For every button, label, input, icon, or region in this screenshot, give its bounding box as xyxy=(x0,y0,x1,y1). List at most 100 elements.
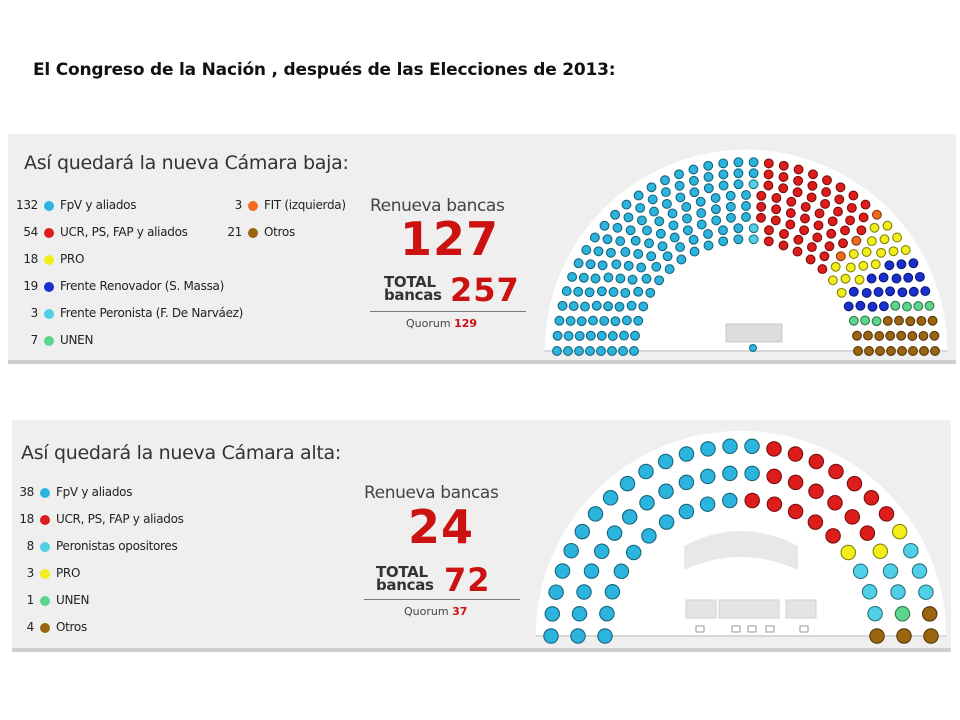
seat xyxy=(902,301,912,312)
seat xyxy=(766,468,782,485)
seat xyxy=(756,190,767,201)
seat xyxy=(651,261,662,272)
seat xyxy=(845,262,856,273)
seat xyxy=(858,260,869,271)
seat xyxy=(576,584,592,600)
seat xyxy=(584,287,595,298)
legend-label: FIT (izquierda) xyxy=(264,198,346,212)
seat xyxy=(764,225,774,236)
legend-dot xyxy=(40,515,50,525)
legend-dot xyxy=(40,542,50,552)
seat xyxy=(924,300,935,311)
seat xyxy=(756,212,766,223)
seat xyxy=(905,316,916,327)
legend-dot xyxy=(40,623,50,633)
seat xyxy=(894,315,904,326)
seat xyxy=(813,220,824,231)
total-value: 257 xyxy=(450,271,520,309)
seat xyxy=(748,223,759,234)
seat xyxy=(554,563,571,579)
seat xyxy=(621,315,632,326)
seat xyxy=(563,346,573,356)
seat xyxy=(603,272,614,283)
seat xyxy=(807,180,818,191)
seat xyxy=(591,300,602,311)
seat xyxy=(856,225,867,236)
seat xyxy=(854,274,865,285)
seat xyxy=(657,453,674,470)
seat xyxy=(923,628,939,644)
seat xyxy=(891,273,902,284)
legend-dot xyxy=(40,596,50,606)
seat xyxy=(840,544,857,561)
seat xyxy=(896,259,907,270)
seat xyxy=(821,187,832,198)
seat xyxy=(658,514,675,530)
seat xyxy=(766,496,783,512)
seat xyxy=(711,215,722,226)
seat xyxy=(655,228,666,239)
chair-icon xyxy=(747,625,757,633)
seat xyxy=(843,301,854,312)
seat xyxy=(733,223,744,234)
seat xyxy=(710,193,721,203)
upper-chamber-hemicycle xyxy=(536,430,946,644)
seat xyxy=(858,212,869,223)
seat xyxy=(771,204,782,215)
seat xyxy=(573,286,584,297)
legend-label: Frente Peronista (F. De Narváez) xyxy=(60,306,244,320)
seat xyxy=(585,259,596,270)
seat xyxy=(870,259,881,270)
seat xyxy=(861,247,872,257)
seat xyxy=(615,273,626,284)
seat xyxy=(885,286,896,297)
seat xyxy=(696,219,707,230)
presidency-desk xyxy=(725,323,783,343)
seat xyxy=(896,628,912,644)
seat xyxy=(571,606,588,622)
seat xyxy=(855,300,866,311)
seat xyxy=(882,315,893,326)
seat xyxy=(597,260,608,271)
seat xyxy=(824,241,835,252)
seat xyxy=(621,509,638,525)
seat xyxy=(676,254,687,265)
total-value: 72 xyxy=(444,561,491,599)
seat xyxy=(725,190,736,201)
total-label-line2: bancas xyxy=(384,286,442,304)
seat xyxy=(903,542,919,559)
legend-label: Otros xyxy=(56,620,87,634)
seat xyxy=(866,236,877,247)
seat xyxy=(688,234,699,245)
legend-label: UNEN xyxy=(60,333,94,347)
secretary-desk xyxy=(785,599,817,619)
seat xyxy=(835,251,846,262)
seat xyxy=(583,563,600,579)
seat xyxy=(722,465,738,482)
legend-dot xyxy=(44,309,54,319)
seat xyxy=(630,330,640,341)
seat xyxy=(641,528,657,544)
seat xyxy=(900,245,911,255)
seat xyxy=(874,331,885,341)
seat xyxy=(554,315,565,326)
seat xyxy=(597,628,613,644)
seat xyxy=(563,330,574,341)
seat xyxy=(689,187,700,198)
seat xyxy=(852,563,869,580)
seat xyxy=(787,446,804,462)
seat xyxy=(576,316,587,327)
seat xyxy=(590,273,601,284)
lower-chamber-hemicycle xyxy=(544,149,948,356)
seat xyxy=(618,346,628,356)
seat xyxy=(596,286,607,297)
seat xyxy=(908,286,919,297)
presidency-bench xyxy=(684,531,798,570)
seat xyxy=(890,584,906,600)
seat xyxy=(695,196,706,207)
seat xyxy=(744,438,760,455)
seat xyxy=(733,157,744,168)
seat xyxy=(808,483,824,500)
seat xyxy=(703,160,714,171)
seat xyxy=(599,315,610,326)
